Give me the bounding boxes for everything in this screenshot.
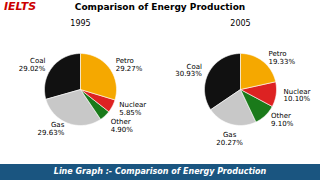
svg-text:Petro19.33%: Petro19.33% bbox=[268, 50, 295, 66]
svg-text:Nuclear10.10%: Nuclear10.10% bbox=[284, 88, 311, 104]
html-text:Line Graph :- Comparison of En: Line Graph :- Comparison of Energy Produ… bbox=[53, 167, 267, 176]
svg-text:Gas20.27%: Gas20.27% bbox=[216, 131, 243, 147]
svg-text:Gas29.63%: Gas29.63% bbox=[38, 121, 65, 137]
svg-text:Nuclear5.85%: Nuclear5.85% bbox=[119, 101, 146, 117]
svg-text:1995: 1995 bbox=[70, 19, 90, 28]
svg-text:2005: 2005 bbox=[230, 19, 250, 28]
svg-text:Petro29.27%: Petro29.27% bbox=[116, 57, 143, 73]
svg-text:Other9.10%: Other9.10% bbox=[271, 112, 294, 128]
svg-text:Other4.90%: Other4.90% bbox=[111, 118, 134, 134]
svg-text:Coal30.93%: Coal30.93% bbox=[175, 63, 202, 79]
html-text:IELTS: IELTS bbox=[4, 0, 37, 13]
html-text:Comparison of Energy Productio: Comparison of Energy Production bbox=[74, 2, 246, 12]
svg-text:Coal29.02%: Coal29.02% bbox=[19, 57, 46, 73]
